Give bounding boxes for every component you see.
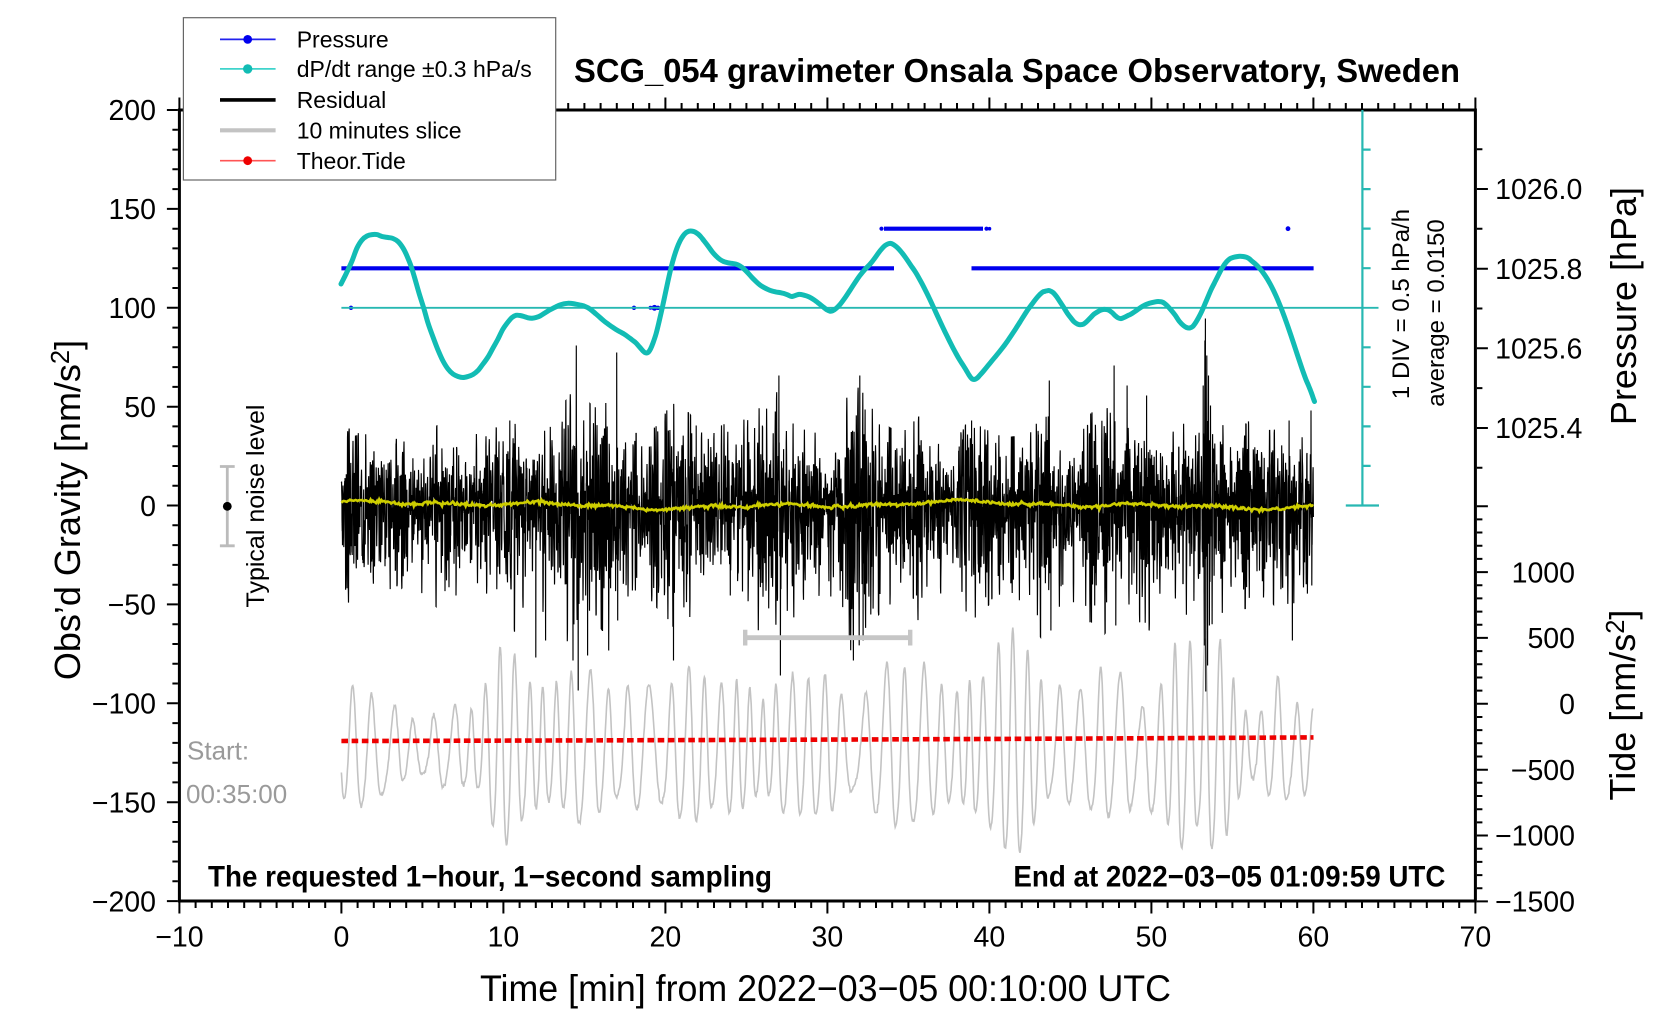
svg-text:100: 100 <box>108 293 156 325</box>
svg-text:70: 70 <box>1460 921 1492 953</box>
svg-text:10: 10 <box>488 921 520 953</box>
svg-text:1000: 1000 <box>1512 557 1575 589</box>
svg-text:Start:: Start: <box>187 736 249 766</box>
svg-text:30: 30 <box>812 921 844 953</box>
svg-text:1025.4: 1025.4 <box>1495 413 1582 445</box>
svg-text:150: 150 <box>108 194 156 226</box>
svg-text:−1500: −1500 <box>1495 887 1575 919</box>
svg-text:Obs’d Gravity [nm/s2]: Obs’d Gravity [nm/s2] <box>47 340 88 680</box>
svg-text:Tide [nm/s2]: Tide [nm/s2] <box>1602 610 1643 801</box>
svg-text:Time [min] from 2022−03−05 00:: Time [min] from 2022−03−05 00:10:00 UTC <box>480 968 1171 1009</box>
svg-text:10 minutes slice: 10 minutes slice <box>297 118 462 144</box>
svg-text:Pressure: Pressure <box>297 27 389 53</box>
svg-text:−1000: −1000 <box>1495 821 1575 853</box>
svg-text:1025.6: 1025.6 <box>1495 334 1582 366</box>
svg-text:00:35:00: 00:35:00 <box>186 779 287 809</box>
svg-text:500: 500 <box>1527 623 1575 655</box>
svg-text:−200: −200 <box>92 886 156 918</box>
svg-text:0: 0 <box>333 921 349 953</box>
svg-text:The requested 1−hour, 1−second: The requested 1−hour, 1−second sampling <box>208 860 772 893</box>
svg-text:50: 50 <box>1136 921 1168 953</box>
svg-text:60: 60 <box>1298 921 1330 953</box>
svg-text:40: 40 <box>974 921 1006 953</box>
svg-text:Residual: Residual <box>297 87 387 113</box>
svg-text:−10: −10 <box>155 921 203 953</box>
svg-text:0: 0 <box>1559 689 1575 721</box>
svg-text:End at 2022−03−05 01:09:59 UTC: End at 2022−03−05 01:09:59 UTC <box>1013 860 1445 893</box>
svg-text:average = 0.0150: average = 0.0150 <box>1423 219 1450 407</box>
svg-text:−50: −50 <box>108 590 156 622</box>
svg-text:1025.8: 1025.8 <box>1495 254 1582 286</box>
svg-text:SCG_054 gravimeter Onsala Spac: SCG_054 gravimeter Onsala Space Observat… <box>574 52 1460 89</box>
svg-text:50: 50 <box>124 392 156 424</box>
svg-text:20: 20 <box>650 921 682 953</box>
svg-text:0: 0 <box>140 491 156 523</box>
svg-text:dP/dt range ±0.3 hPa/s: dP/dt range ±0.3 hPa/s <box>297 56 532 82</box>
svg-text:Typical noise level: Typical noise level <box>242 405 270 608</box>
svg-text:Pressure [hPa]: Pressure [hPa] <box>1603 187 1644 425</box>
svg-text:−100: −100 <box>92 689 156 721</box>
svg-text:−150: −150 <box>92 787 156 819</box>
svg-text:1 DIV = 0.5 hPa/h: 1 DIV = 0.5 hPa/h <box>1388 209 1415 399</box>
svg-text:1026.0: 1026.0 <box>1495 174 1582 206</box>
svg-text:200: 200 <box>108 95 156 127</box>
svg-text:−500: −500 <box>1511 755 1575 787</box>
svg-text:Theor.Tide: Theor.Tide <box>297 148 406 174</box>
